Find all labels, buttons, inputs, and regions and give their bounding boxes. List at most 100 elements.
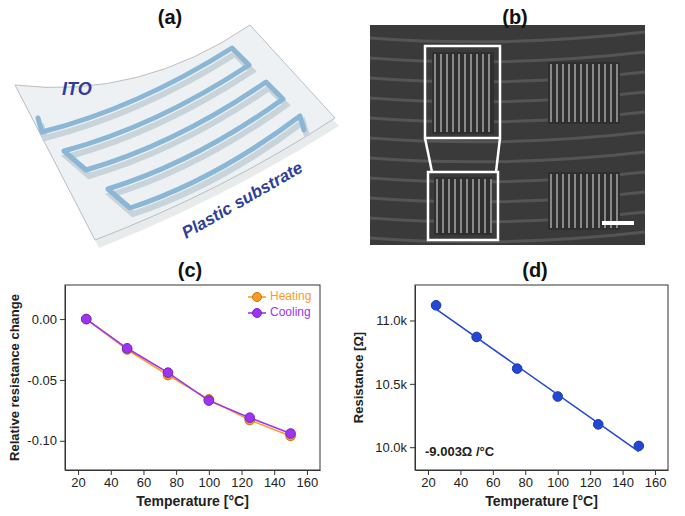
legend-label: Heating: [270, 289, 311, 303]
pattern-line: [562, 174, 564, 228]
image-background: [370, 25, 645, 245]
y-axis: -0.10 -0.05 0.00: [27, 286, 65, 471]
pattern-line: [446, 54, 448, 132]
y-tick-label: 0.00: [32, 312, 57, 327]
x-tick-label: 60: [137, 475, 151, 490]
pattern-line: [610, 64, 612, 122]
pattern-line: [556, 174, 558, 228]
x-axis-line: [66, 470, 321, 471]
x-tick: 120: [580, 470, 602, 490]
plot-data: [431, 300, 643, 451]
pattern-line: [592, 64, 594, 122]
annotation: -9.003Ω /°C: [425, 444, 495, 459]
y-axis-title: Resistance [Ω]: [351, 332, 366, 423]
image-band: [370, 52, 645, 62]
pattern-line: [470, 54, 472, 132]
panel-label: (c): [178, 259, 202, 281]
pattern-line: [604, 64, 606, 122]
y-tick-label: 10.5k: [375, 376, 407, 391]
pattern-line: [448, 179, 450, 233]
x-tick-label: 80: [519, 475, 533, 490]
y-axis: 10.0k 10.5k 11.0k: [375, 286, 415, 471]
pattern-line: [568, 174, 570, 228]
pattern-line: [440, 54, 442, 132]
x-tick: 140: [264, 470, 286, 490]
x-tick-label: 20: [421, 475, 435, 490]
data-point: [81, 314, 91, 324]
scale-bar: [602, 221, 634, 225]
x-tick: 100: [198, 470, 220, 490]
pattern-line: [464, 54, 466, 132]
pattern-line: [442, 179, 444, 233]
y-tick: -0.10: [27, 433, 65, 448]
pattern-line: [478, 179, 480, 233]
x-tick: 20: [421, 470, 435, 490]
panel-label: (a): [158, 6, 182, 28]
y-tick: 0.00: [32, 312, 65, 327]
y-tick-mark: [410, 320, 415, 321]
zoom-box: [428, 172, 498, 240]
pattern-line: [568, 64, 570, 122]
x-tick: 40: [454, 470, 468, 490]
pattern-area: [432, 52, 494, 134]
data-point: [245, 413, 255, 423]
legend: Heating Cooling: [248, 289, 311, 319]
x-axis: 20 40 60 80 100 120 140 160: [416, 470, 669, 490]
x-tick-label: 100: [198, 475, 220, 490]
substrate: [15, 25, 335, 240]
x-tick: 160: [645, 470, 667, 490]
x-tick-label: 160: [645, 475, 667, 490]
plot-frame: [65, 285, 320, 470]
y-tick-label: 11.0k: [376, 313, 407, 328]
image-band: [370, 132, 645, 142]
y-tick-label: -0.10: [27, 433, 57, 448]
plot-data: [81, 314, 295, 440]
illustration: ITOPlastic substrate: [15, 25, 339, 248]
y-tick-label: 10.0k: [375, 440, 407, 455]
x-tick: 80: [519, 470, 533, 490]
y-tick-mark: [410, 384, 415, 385]
x-tick: 140: [612, 470, 634, 490]
data-point: [286, 429, 296, 439]
y-tick-mark: [60, 380, 65, 381]
pattern-line: [556, 64, 558, 122]
panel-label: (d): [522, 259, 548, 281]
image-band: [370, 232, 645, 242]
pattern-line: [482, 54, 484, 132]
pattern-line: [488, 54, 490, 132]
data-point: [81, 314, 91, 324]
pattern-line: [616, 64, 618, 122]
pattern-line: [586, 64, 588, 122]
pattern-line: [452, 54, 454, 132]
x-axis: 20406080100120140160: [66, 470, 321, 490]
pattern-line: [580, 64, 582, 122]
y-tick: -0.05: [27, 373, 65, 388]
x-tick-label: 80: [169, 475, 183, 490]
y-axis-line: [65, 286, 66, 471]
data-point: [122, 343, 132, 353]
y-tick-mark: [60, 319, 65, 320]
pattern-line: [472, 179, 474, 233]
pattern-line: [460, 179, 462, 233]
figure: ITOPlastic substrate(a)(b)20406080100120…: [0, 0, 685, 516]
x-tick: 100: [547, 470, 569, 490]
pattern-line: [598, 64, 600, 122]
series-line: [86, 319, 290, 433]
x-tick-label: 140: [264, 475, 286, 490]
zoom-link: [425, 138, 432, 172]
image-band: [370, 32, 645, 42]
y-axis-line: [415, 286, 416, 471]
legend-label: Cooling: [270, 305, 311, 319]
x-tick-label: 60: [486, 475, 500, 490]
pattern-line: [580, 174, 582, 228]
data-point: [431, 300, 441, 310]
zoom-link: [496, 138, 500, 172]
pattern-line: [586, 174, 588, 228]
legend-marker: [253, 309, 262, 318]
y-tick-mark: [60, 441, 65, 442]
pattern-line: [550, 174, 552, 228]
zoom-box: [425, 46, 500, 138]
x-axis-title: Temperature [°C]: [485, 493, 598, 509]
pattern-line: [610, 174, 612, 228]
y-tick: 11.0k: [376, 313, 415, 328]
